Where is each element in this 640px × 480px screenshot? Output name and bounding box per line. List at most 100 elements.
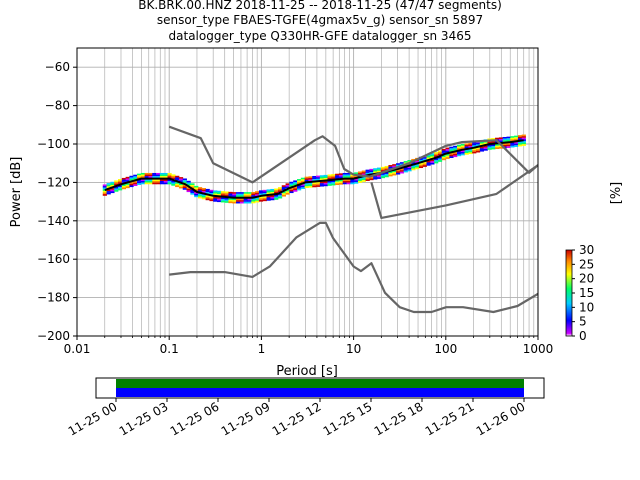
psd-cell: [125, 183, 130, 185]
psd-cell: [495, 144, 500, 146]
psd-cell: [373, 176, 378, 178]
psd-cell: [186, 182, 191, 185]
psd-cell: [258, 193, 264, 196]
colorbar-label: [%]: [609, 182, 624, 205]
psd-cell: [521, 144, 526, 146]
y-tick-label: −160: [37, 252, 70, 266]
psd-cell: [270, 190, 275, 193]
psd-cell: [514, 142, 519, 144]
psd-cell: [506, 138, 511, 140]
psd-cell: [243, 195, 248, 198]
timeline-tick-label: 11-25 03: [117, 399, 171, 438]
psd-cell: [201, 196, 206, 198]
psd-cell: [258, 198, 264, 201]
psd-cell: [453, 145, 458, 148]
psd-cell: [156, 180, 161, 183]
psd-cell: [350, 176, 355, 178]
series-line-noise-model-low: [169, 221, 538, 314]
psd-cell: [388, 174, 393, 177]
psd-cell: [460, 153, 465, 156]
y-tick-label: −80: [45, 99, 70, 113]
psd-cell: [361, 180, 366, 182]
psd-cell: [148, 182, 153, 185]
psd-cell: [102, 184, 107, 187]
psd-cell: [437, 152, 443, 154]
psd-cell: [125, 176, 130, 179]
psd-cell: [281, 185, 286, 187]
psd-cell: [255, 199, 260, 201]
psd-cell: [110, 181, 115, 184]
psd-cell: [194, 195, 199, 198]
psd-cell: [217, 200, 222, 203]
psd-cell: [277, 196, 283, 199]
psd-cell: [354, 172, 359, 175]
colorbar-tick-label: 20: [579, 272, 594, 286]
psd-cell: [205, 196, 210, 199]
psd-cell: [281, 191, 286, 194]
psd-cell: [152, 182, 157, 185]
psd-cell: [289, 189, 294, 192]
psd-cell: [129, 185, 134, 188]
psd-cell: [449, 149, 454, 152]
psd-cell: [510, 145, 515, 148]
psd-cell: [129, 175, 134, 178]
psd-cell: [159, 182, 165, 185]
psd-cell: [285, 192, 290, 195]
psd-cell: [133, 182, 138, 185]
psd-cell: [175, 185, 180, 188]
psd-cell: [243, 200, 248, 202]
psd-cell: [213, 196, 218, 199]
psd-cell: [514, 137, 519, 139]
psd-cell: [453, 148, 458, 151]
chart-title-line-3: datalogger_type Q330HR-GFE datalogger_sn…: [169, 29, 472, 43]
psd-cell: [498, 140, 504, 143]
psd-cell: [357, 171, 363, 174]
psd-cell: [476, 144, 481, 147]
psd-cell: [323, 181, 328, 183]
psd-cell: [137, 181, 142, 184]
psd-cell: [197, 190, 203, 193]
psd-cell: [197, 196, 203, 199]
psd-cell: [152, 172, 157, 175]
y-tick-label: −140: [37, 214, 70, 228]
psd-cell: [464, 149, 469, 152]
psd-cell: [338, 173, 344, 176]
psd-cell: [114, 188, 119, 191]
psd-cell: [373, 171, 378, 174]
psd-cell: [167, 173, 172, 175]
x-tick-label: 0.1: [160, 342, 179, 356]
colorbar-tick-label: 5: [579, 315, 587, 329]
psd-cell: [156, 174, 161, 177]
psd-cell: [331, 180, 336, 183]
psd-cell: [152, 174, 157, 177]
psd-cell: [456, 152, 462, 155]
psd-cell: [316, 177, 321, 179]
psd-cell: [316, 183, 321, 186]
psd-cell: [308, 176, 313, 179]
psd-cell: [285, 183, 290, 186]
psd-cell: [239, 192, 245, 194]
x-tick-label: 10: [346, 342, 361, 356]
psd-cell: [175, 177, 180, 180]
psd-cell: [304, 183, 309, 185]
timeline-tick-label: 11-25 21: [423, 399, 477, 438]
psd-cell: [243, 198, 248, 201]
psd-cell: [361, 172, 366, 174]
psd-cell: [186, 188, 191, 191]
psd-cell: [102, 192, 107, 195]
psd-cell: [346, 176, 351, 178]
psd-cell: [297, 182, 302, 184]
plot-frame: [76, 47, 539, 337]
psd-cell: [308, 184, 313, 187]
psd-cell: [468, 145, 473, 148]
psd-cell: [514, 135, 519, 138]
series-lines: [104, 125, 538, 314]
psd-cell: [262, 193, 267, 195]
psd-cell: [178, 186, 184, 189]
psd-cell: [517, 144, 523, 147]
psd-cell: [476, 149, 481, 151]
psd-cell: [277, 193, 283, 196]
psd-cell: [376, 167, 382, 170]
